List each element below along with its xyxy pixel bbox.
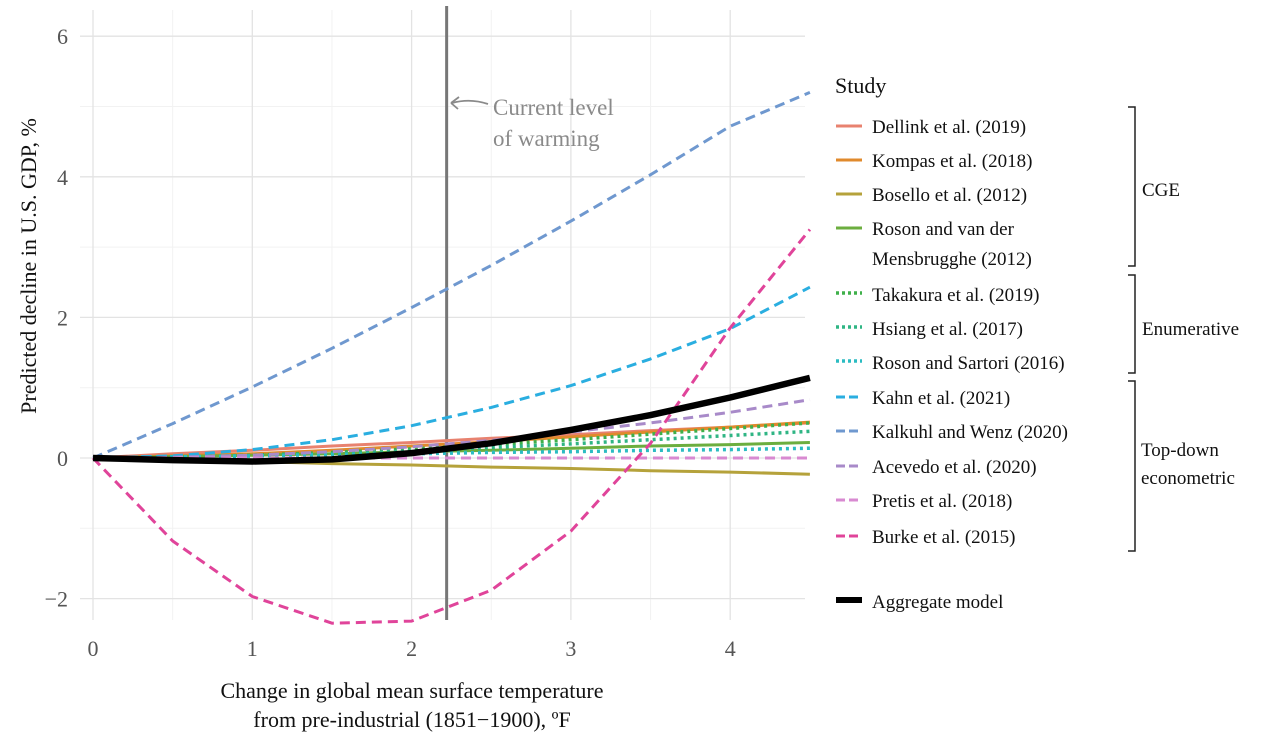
y-tick-label: 2	[57, 305, 68, 330]
y-tick-label: 0	[57, 446, 68, 471]
legend-label: Bosello et al. (2012)	[872, 185, 1027, 206]
group-bracket	[1128, 274, 1136, 374]
x-tick-label: 1	[247, 636, 258, 661]
legend-label: Roson and van der	[872, 219, 1015, 240]
annotation-arrow	[451, 99, 489, 105]
x-tick-label: 0	[88, 636, 99, 661]
y-tick-label: 6	[57, 24, 68, 49]
legend-label: Aggregate model	[872, 592, 1003, 613]
group-bracket	[1128, 106, 1136, 267]
series-line	[92, 285, 811, 460]
group-bracket	[1128, 380, 1136, 552]
annotation-text: of warming	[493, 126, 600, 151]
legend-label: Acevedo et al. (2020)	[872, 457, 1037, 478]
legend-label: Roson and Sartori (2016)	[872, 353, 1065, 374]
group-label: Enumerative	[1142, 319, 1239, 340]
axis-titles: Change in global mean surface temperatur…	[16, 118, 604, 732]
y-axis-title: Predicted decline in U.S. GDP, %	[16, 118, 41, 414]
group-label: CGE	[1142, 180, 1180, 201]
legend-label: Kompas et al. (2018)	[872, 151, 1032, 172]
group-label: Top-down	[1141, 440, 1219, 461]
legend-label: Mensbrugghe (2012)	[872, 249, 1032, 270]
annotation-text: Current level	[493, 95, 614, 120]
legend-label: Takakura et al. (2019)	[872, 285, 1039, 306]
x-tick-label: 4	[725, 636, 736, 661]
x-axis-ticks: 0 1 2 3 4	[88, 636, 736, 661]
legend-label: Pretis et al. (2018)	[872, 491, 1012, 512]
series-lines	[91, 91, 812, 625]
legend-label: Burke et al. (2015)	[872, 527, 1016, 548]
annotation-arrowhead	[450, 96, 460, 110]
y-axis-ticks: −2 0 2 4 6	[45, 24, 68, 611]
series-line	[92, 91, 811, 460]
series-line	[92, 398, 811, 460]
current-warming-annotation: Current level of warming	[450, 95, 614, 151]
x-axis-title: Change in global mean surface temperatur…	[220, 678, 603, 703]
y-tick-label: −2	[45, 587, 68, 612]
legend-label: Hsiang et al. (2017)	[872, 319, 1023, 340]
series-line	[91, 228, 812, 625]
y-tick-label: 4	[57, 165, 68, 190]
group-label: econometric	[1141, 468, 1235, 489]
x-axis-title: from pre-industrial (1851−1900), ºF	[253, 707, 570, 732]
plot-background	[80, 10, 805, 620]
x-tick-label: 3	[565, 636, 576, 661]
x-tick-label: 2	[406, 636, 417, 661]
legend-label: Kahn et al. (2021)	[872, 388, 1010, 409]
legend-label: Dellink et al. (2019)	[872, 117, 1026, 138]
grid	[80, 10, 805, 620]
legend: Study Dellink et al. (2019) Kompas et al. …	[835, 73, 1239, 613]
series-line	[92, 374, 811, 465]
legend-label: Kalkuhl and Wenz (2020)	[872, 422, 1068, 443]
legend-title: Study	[835, 73, 886, 98]
